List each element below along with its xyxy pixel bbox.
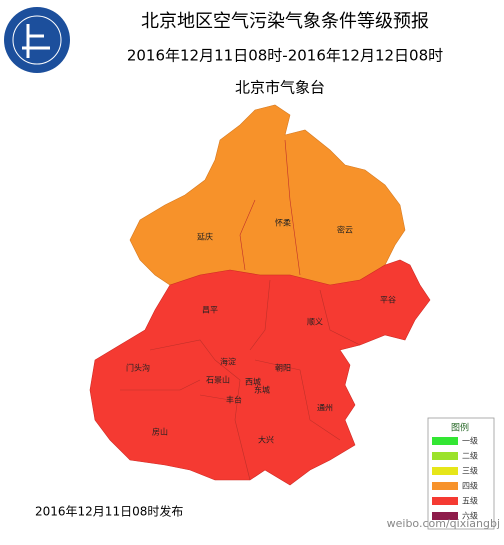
legend-label: 五级 xyxy=(462,496,478,506)
district-label: 怀柔 xyxy=(275,218,291,228)
district-label: 海淀 xyxy=(220,357,236,367)
legend-swatch xyxy=(432,482,458,490)
district-label: 昌平 xyxy=(202,306,218,315)
region-south xyxy=(89,259,431,486)
district-label: 房山 xyxy=(152,427,168,437)
title: 北京地区空气污染气象条件等级预报 xyxy=(141,11,429,32)
district-label: 西城 xyxy=(245,378,261,387)
district-label: 东城 xyxy=(254,385,270,395)
district-label: 丰台 xyxy=(226,395,242,405)
district-label: 顺义 xyxy=(307,318,323,327)
legend-swatch xyxy=(432,512,458,520)
district-borders xyxy=(120,139,361,481)
district-label: 平谷 xyxy=(380,296,396,305)
map xyxy=(89,104,431,486)
legend-title: 图例 xyxy=(451,422,469,434)
legend-label: 一级 xyxy=(462,436,478,446)
district-label: 门头沟 xyxy=(126,363,150,373)
legend-label: 三级 xyxy=(462,466,478,476)
legend-swatch xyxy=(432,497,458,505)
district-label: 大兴 xyxy=(258,435,274,445)
district-label: 石景山 xyxy=(206,375,230,385)
period: 2016年12月11日08时-2016年12月12日08时 xyxy=(127,47,443,65)
district-label: 朝阳 xyxy=(275,364,291,373)
district-label: 通州 xyxy=(317,403,333,413)
legend-label: 四级 xyxy=(462,481,478,491)
legend-label: 二级 xyxy=(462,451,478,461)
watermark: weibo.com/qixiangbj xyxy=(387,517,500,530)
legend-label: 六级 xyxy=(462,511,478,521)
legend-swatch xyxy=(432,467,458,475)
published: 2016年12月11日08时发布 xyxy=(35,504,183,519)
issuer: 北京市气象台 xyxy=(235,79,325,97)
district-label: 延庆 xyxy=(197,232,213,242)
legend-swatch xyxy=(432,452,458,460)
logo xyxy=(4,7,70,73)
district-label: 密云 xyxy=(337,225,353,235)
legend-swatch xyxy=(432,437,458,445)
